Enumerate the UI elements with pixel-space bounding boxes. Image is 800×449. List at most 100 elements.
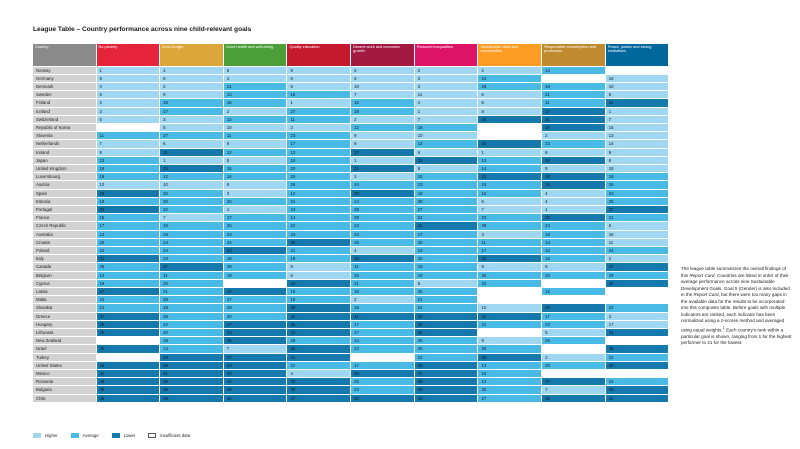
rank-cell: 19 — [414, 271, 479, 280]
table-row: Ireland 9 31 22 13 27 6 1 8 9 — [33, 148, 670, 157]
summary-text-2: . Countries are listed in order of their… — [681, 272, 790, 298]
league-table: Country No poverty Zero hunger Good health… — [33, 44, 670, 403]
rank-cell: 15 — [223, 164, 288, 174]
rank-cell: 36 — [477, 353, 543, 362]
rank-cell: 30 — [414, 312, 479, 321]
rank-cell: 37 — [223, 320, 288, 330]
rank-cell: 39 — [159, 394, 224, 403]
rank-cell: 14 — [350, 197, 415, 206]
rank-cell: 41 — [350, 312, 415, 321]
rank-cell: 17 — [350, 320, 415, 330]
rank-cell: 23 — [605, 189, 670, 198]
country-name: Israel — [33, 344, 97, 354]
rank-cell: 6 — [541, 262, 606, 272]
rank-cell: 19 — [96, 279, 161, 288]
rank-cell: 10 — [286, 156, 352, 165]
rank-cell: 16 — [96, 164, 161, 174]
rank-cell: 9 — [286, 66, 352, 75]
rank-cell: 40 — [223, 394, 288, 403]
rank-cell: 37 — [286, 394, 352, 403]
rank-cell: 8 — [541, 148, 606, 157]
rank-cell: 11 — [286, 115, 352, 124]
goal-header: Quality education — [286, 44, 352, 67]
country-name: Estonia — [33, 197, 97, 206]
rank-cell — [477, 123, 543, 133]
rank-cell: 31 — [414, 221, 479, 231]
rank-cell: 4 — [414, 98, 479, 108]
rank-cell: 9 — [96, 148, 161, 157]
rank-cell: 9 — [605, 148, 670, 157]
rank-cell: 2 — [350, 115, 415, 124]
country-name: Cyprus — [33, 279, 97, 288]
rank-cell: 31 — [350, 164, 415, 174]
rank-cell: 15 — [286, 287, 352, 297]
table-row: Republic of Korea 5 10 3 12 18 33 15 — [33, 123, 670, 133]
rank-cell: 29 — [223, 303, 288, 313]
rank-cell: 6 — [96, 90, 161, 100]
rank-cell — [541, 344, 606, 354]
rank-cell: 3 — [605, 312, 670, 321]
rank-cell: 13 — [286, 148, 352, 157]
rank-cell: 13 — [605, 131, 670, 141]
rank-cell: 18 — [414, 123, 479, 133]
rank-cell: 3 — [350, 172, 415, 182]
rank-cell: 31 — [605, 98, 670, 108]
rank-cell: 2 — [96, 98, 161, 108]
rank-cell: 19 — [350, 303, 415, 313]
rank-cell — [605, 369, 670, 379]
country-name: Iceland — [33, 107, 97, 116]
rank-cell: 11 — [350, 262, 415, 272]
rank-cell: 22 — [286, 221, 352, 231]
rank-cell: 14 — [159, 238, 224, 247]
rank-cell: 23 — [96, 156, 161, 165]
rank-cell: 20 — [477, 344, 543, 354]
rank-cell: 28 — [159, 312, 224, 321]
rank-cell: 7 — [414, 115, 479, 124]
rank-cell: 29 — [605, 271, 670, 280]
country-name: Greece — [33, 312, 97, 321]
rank-cell: 26 — [159, 279, 224, 288]
rank-cell: 24 — [96, 295, 161, 305]
rank-cell: 33 — [541, 123, 606, 133]
rank-cell — [605, 287, 670, 297]
rank-cell: 18 — [541, 230, 606, 239]
rank-cell: 20 — [541, 361, 606, 371]
rank-cell: 13 — [477, 361, 543, 371]
rank-cell: 36 — [541, 180, 606, 190]
rank-cell: 24 — [159, 246, 224, 256]
rank-cell: 13 — [477, 156, 543, 165]
rank-cell — [477, 287, 543, 297]
rank-cell: 11 — [223, 131, 288, 141]
rank-cell: 30 — [477, 115, 543, 124]
table-row: New Zealand 18 36 28 14 26 9 25 — [33, 336, 670, 346]
rank-cell: 33 — [286, 328, 352, 338]
rank-cell: 24 — [286, 205, 352, 215]
rank-cell: 23 — [223, 230, 288, 239]
rank-cell: 14 — [223, 172, 288, 182]
rank-cell: 27 — [414, 205, 479, 215]
rank-cell: 11 — [477, 238, 543, 247]
rank-cell: 5 — [286, 82, 352, 92]
rank-cell: 17 — [605, 320, 670, 330]
rank-cell: 24 — [541, 221, 606, 231]
table-row: Bulgaria 38 36 38 39 24 39 25 7 39 — [33, 385, 670, 395]
rank-cell: 40 — [96, 377, 161, 387]
rank-cell: 17 — [223, 213, 288, 223]
rank-cell: 6 — [605, 221, 670, 231]
rank-cell: 31 — [477, 172, 543, 182]
rank-cell — [605, 336, 670, 346]
table-row: Iceland 3 17 2 27 18 1 8 27 1 — [33, 107, 670, 116]
goal-header: No poverty — [96, 44, 161, 67]
rank-cell: 28 — [541, 172, 606, 182]
rank-cell: 25 — [96, 262, 161, 272]
rank-cell — [541, 295, 606, 305]
rank-cell: 1 — [477, 148, 543, 157]
table-row: Israel 36 13 7 36 22 26 20 38 — [33, 344, 670, 354]
rank-cell — [541, 369, 606, 379]
rank-cell: 39 — [350, 189, 415, 198]
table-row: Mexico 34 41 30 4 36 37 15 — [33, 369, 670, 379]
rank-cell: 26 — [605, 180, 670, 190]
rank-cell: 23 — [477, 213, 543, 223]
rank-cell: 11 — [414, 90, 479, 100]
table-row: Spain 29 26 3 12 39 18 16 4 23 — [33, 189, 670, 198]
